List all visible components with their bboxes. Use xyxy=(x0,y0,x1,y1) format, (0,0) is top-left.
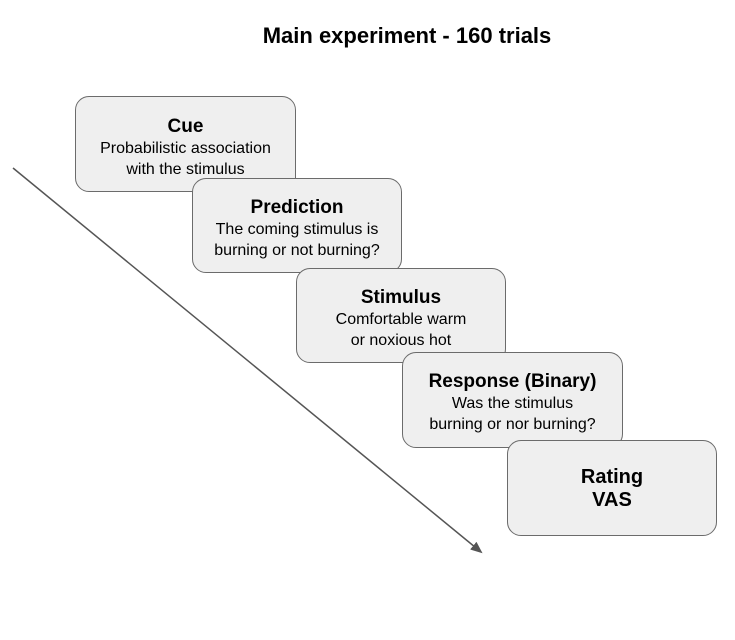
step-cue: Cue Probabilistic association with the s… xyxy=(75,96,296,192)
step-stimulus: Stimulus Comfortable warm or noxious hot xyxy=(296,268,506,363)
diagram-title: Main experiment - 160 trials xyxy=(262,23,552,48)
step-rating: Rating VAS xyxy=(507,440,717,536)
step-cue-desc-line-1: Probabilistic association xyxy=(100,140,271,157)
step-response-desc-line-1: Was the stimulus xyxy=(451,395,574,412)
step-stimulus-desc-line-2: or noxious hot xyxy=(350,332,452,349)
step-stimulus-desc-line-1: Comfortable warm xyxy=(335,311,467,328)
step-response-title: Response (Binary) xyxy=(428,371,597,392)
time-arrow-line xyxy=(12,167,483,554)
step-response: Response (Binary) Was the stimulus burni… xyxy=(402,352,623,448)
step-cue-title: Cue xyxy=(167,116,204,137)
step-rating-desc-line-1: VAS xyxy=(592,489,632,511)
step-cue-desc-line-2: with the stimulus xyxy=(126,161,245,178)
step-prediction: Prediction The coming stimulus is burnin… xyxy=(192,178,402,273)
step-prediction-title: Prediction xyxy=(250,197,344,218)
step-response-desc-line-2: burning or nor burning? xyxy=(429,416,596,433)
step-prediction-desc-line-1: The coming stimulus is xyxy=(215,221,379,238)
step-prediction-desc-line-2: burning or not burning? xyxy=(214,242,380,259)
step-rating-title: Rating xyxy=(580,466,644,488)
step-stimulus-title: Stimulus xyxy=(360,287,442,308)
